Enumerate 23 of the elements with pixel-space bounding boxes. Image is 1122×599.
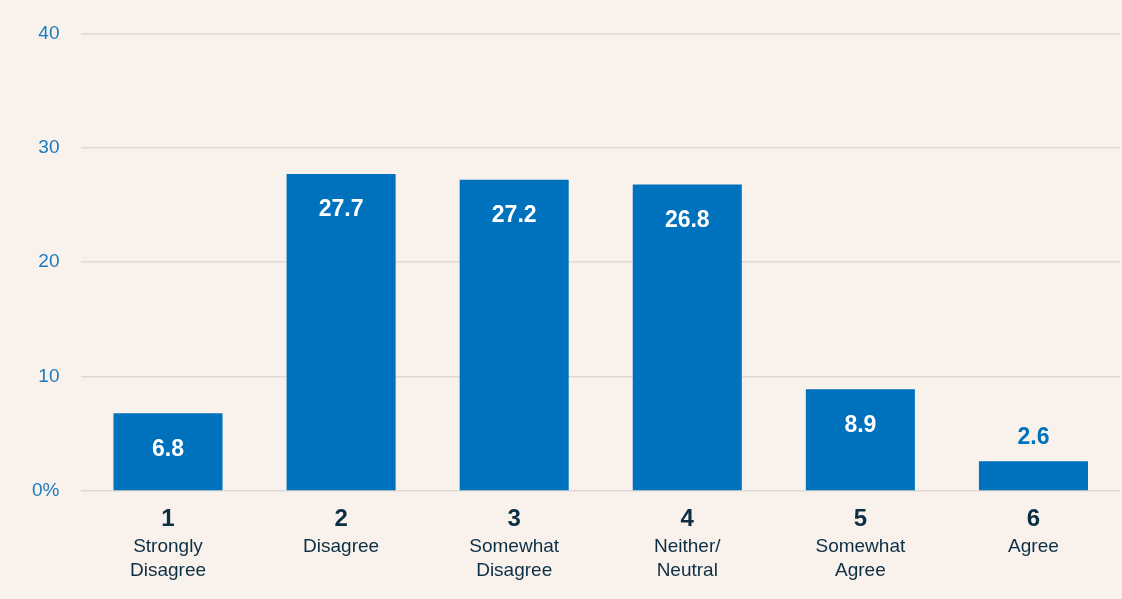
bar xyxy=(459,179,569,491)
x-tick-label: 2 Disagree xyxy=(303,503,380,556)
bar xyxy=(286,174,396,491)
data-label: 6.8 xyxy=(152,434,185,461)
data-label: 2.6 xyxy=(1017,422,1050,449)
data-label: 26.8 xyxy=(664,205,710,232)
y-tick-label: 0% xyxy=(31,479,60,501)
bar xyxy=(978,461,1088,491)
y-tick-label: 30 xyxy=(38,136,60,158)
bar xyxy=(113,413,223,491)
bar xyxy=(632,184,742,491)
bar xyxy=(805,389,915,491)
x-tick-label: 5 Somewhat Agree xyxy=(815,503,906,580)
y-tick-label: 10 xyxy=(38,364,60,386)
y-tick-label: 20 xyxy=(38,250,60,272)
data-label: 27.7 xyxy=(318,195,364,222)
y-tick-label: 40 xyxy=(38,21,60,43)
x-tick-label: 1 Strongly Disagree xyxy=(129,503,207,580)
x-tick-label: 4 Neither/ Neutral xyxy=(654,503,722,580)
data-label: 8.9 xyxy=(844,410,877,437)
x-tick-label: 3 Somewhat Disagree xyxy=(469,503,560,580)
data-label: 27.2 xyxy=(491,201,537,228)
x-tick-label: 6 Agree xyxy=(1008,503,1059,556)
